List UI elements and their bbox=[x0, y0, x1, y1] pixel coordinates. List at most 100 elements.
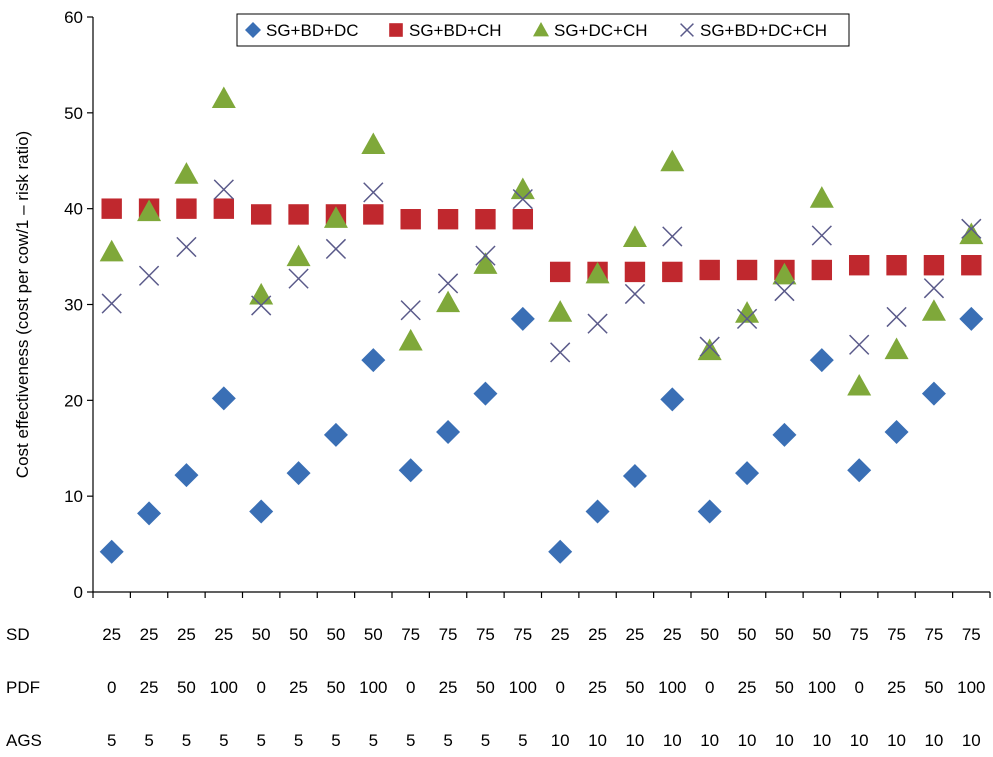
point-triangle bbox=[809, 186, 834, 208]
point-square bbox=[961, 255, 982, 276]
point-triangle bbox=[137, 199, 162, 222]
x-tick-label: 100 bbox=[658, 678, 686, 697]
point-square bbox=[736, 259, 758, 281]
x-tick-label: 10 bbox=[887, 731, 906, 750]
legend-marker-x bbox=[680, 23, 694, 37]
x-tick-label: 25 bbox=[625, 625, 644, 644]
x-tick-label: 50 bbox=[775, 678, 794, 697]
marks-group bbox=[99, 86, 984, 564]
x-tick-label: 10 bbox=[924, 731, 943, 750]
x-category-rows: SD 25 25 25 25 50 50 50 50 75 75 75 75 25 25 25 25 50 50 50… bbox=[6, 625, 986, 750]
y-axis-label: Cost effectiveness (cost per cow/1 – ris… bbox=[13, 131, 32, 478]
legend-entry-label: SG+DC+CH bbox=[554, 21, 648, 40]
point-triangle bbox=[660, 149, 685, 172]
x-tick-label: 10 bbox=[812, 731, 831, 750]
x-tick-label: 25 bbox=[738, 678, 757, 697]
point-square bbox=[699, 259, 720, 281]
x-tick-label: 50 bbox=[738, 625, 757, 644]
point-square bbox=[288, 204, 309, 225]
x-tick-label: 0 bbox=[406, 678, 415, 697]
point-square bbox=[549, 261, 571, 283]
x-tick-label: 5 bbox=[369, 731, 378, 750]
x-tick-label: 75 bbox=[887, 625, 906, 644]
x-tick-label: 50 bbox=[252, 625, 271, 644]
point-diamond bbox=[211, 386, 236, 411]
point-x bbox=[101, 293, 122, 314]
x-tick-label: 50 bbox=[364, 625, 383, 644]
point-x bbox=[251, 295, 272, 316]
point-diamond bbox=[809, 348, 834, 373]
legend-marker-diamond bbox=[245, 22, 261, 38]
x-tick-label: 10 bbox=[850, 731, 869, 750]
x-tick-label: 10 bbox=[962, 731, 981, 750]
point-x bbox=[176, 236, 197, 258]
point-diamond bbox=[697, 499, 722, 524]
x-tick-label: 75 bbox=[924, 625, 943, 644]
x-tick-label: 10 bbox=[700, 731, 719, 750]
x-tick-label: 50 bbox=[924, 678, 943, 697]
x-tick-label: 5 bbox=[331, 731, 340, 750]
point-diamond bbox=[660, 387, 685, 412]
x-tick-label: 0 bbox=[107, 678, 116, 697]
point-triangle bbox=[323, 206, 348, 228]
point-square bbox=[886, 255, 907, 276]
point-x bbox=[325, 238, 347, 260]
point-x bbox=[961, 218, 982, 239]
point-diamond bbox=[323, 422, 348, 447]
legend-marker-square bbox=[389, 23, 403, 37]
point-triangle bbox=[548, 300, 573, 322]
point-triangle bbox=[249, 282, 274, 305]
point-square bbox=[250, 204, 272, 225]
x-tick-label: 25 bbox=[214, 625, 233, 644]
point-square bbox=[811, 259, 833, 281]
x-tick-label: 0 bbox=[705, 678, 714, 697]
point-x bbox=[811, 225, 832, 246]
x-tick-label: 100 bbox=[957, 678, 985, 697]
axes-group: 0 10 20 30 40 50 60 bbox=[64, 8, 991, 602]
x-tick-label: 50 bbox=[476, 678, 495, 697]
x-tick-label: 10 bbox=[663, 731, 682, 750]
point-diamond bbox=[436, 419, 461, 444]
point-square bbox=[512, 209, 534, 230]
x-tick-label: 50 bbox=[625, 678, 644, 697]
x-tick-label: 100 bbox=[808, 678, 836, 697]
x-tick-label: 50 bbox=[812, 625, 831, 644]
point-square bbox=[923, 255, 945, 276]
x-row-label-pdf: PDF bbox=[6, 678, 40, 697]
point-diamond bbox=[585, 499, 610, 524]
point-x bbox=[736, 308, 758, 330]
point-x bbox=[699, 336, 720, 357]
point-triangle bbox=[99, 239, 124, 262]
point-triangle bbox=[211, 86, 236, 109]
point-triangle bbox=[510, 177, 535, 200]
x-row-label-ags: AGS bbox=[6, 731, 42, 750]
x-tick-label: 25 bbox=[663, 625, 682, 644]
point-triangle bbox=[286, 244, 311, 267]
point-square bbox=[176, 198, 197, 219]
point-diamond bbox=[772, 422, 797, 447]
x-tick-label: 5 bbox=[518, 731, 527, 750]
point-square bbox=[437, 209, 459, 230]
x-tick-label: 75 bbox=[439, 625, 458, 644]
point-triangle bbox=[884, 337, 909, 360]
x-tick-label: 25 bbox=[289, 678, 308, 697]
x-tick-label: 5 bbox=[481, 731, 490, 750]
x-tick-label: 5 bbox=[107, 731, 116, 750]
x-row-label-sd: SD bbox=[6, 625, 30, 644]
x-tick-label: 25 bbox=[439, 678, 458, 697]
x-tick-label: 0 bbox=[854, 678, 863, 697]
x-tick-label: 5 bbox=[294, 731, 303, 750]
legend-entry-label: SG+BD+DC+CH bbox=[700, 21, 827, 40]
x-tick-label: 50 bbox=[289, 625, 308, 644]
y-tick-label: 0 bbox=[74, 583, 83, 602]
x-tick-label: 5 bbox=[443, 731, 452, 750]
point-x bbox=[400, 300, 421, 321]
point-diamond bbox=[249, 499, 274, 524]
point-diamond bbox=[921, 381, 946, 406]
point-triangle bbox=[398, 328, 423, 351]
point-triangle bbox=[959, 222, 984, 245]
x-tick-label: 25 bbox=[177, 625, 196, 644]
point-diamond bbox=[548, 539, 573, 564]
legend-entry-label: SG+BD+DC bbox=[266, 21, 359, 40]
x-tick-label: 75 bbox=[401, 625, 420, 644]
